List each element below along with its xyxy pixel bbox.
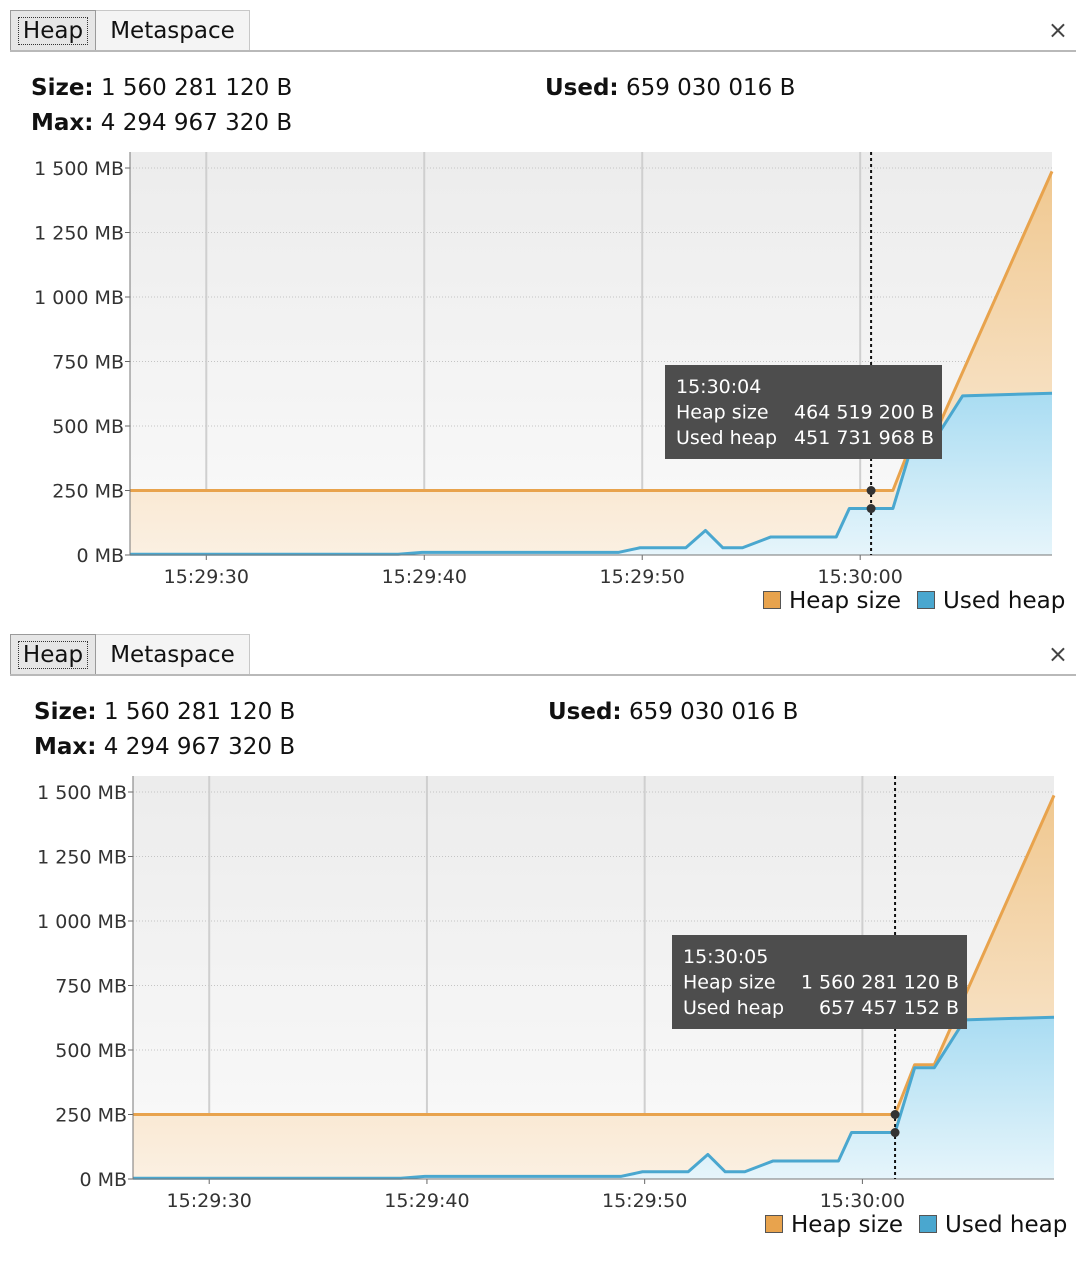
tooltip-heap-size-value: 464 519 200 B: [794, 402, 934, 424]
tab-heap[interactable]: Heap: [10, 10, 96, 50]
tooltip-time-label: 15:30:05: [683, 946, 768, 968]
tooltip-used-heap-value: 451 731 968 B: [794, 427, 934, 449]
legend-heap-size[interactable]: Heap size: [763, 588, 901, 614]
y-tick-label: 500 MB: [55, 1040, 127, 1062]
tab-metaspace[interactable]: Metaspace: [96, 634, 250, 674]
heap-chart: 0 MB 250 MB 500 MB 750 MB 1 000 MB 1 250 MB 1 …: [37, 776, 1056, 1210]
tooltip-used-heap-label: Used heap: [676, 427, 777, 449]
tab-heap[interactable]: Heap: [10, 634, 96, 674]
used-heap-marker: [890, 1128, 900, 1138]
legend-heap-size[interactable]: Heap size: [765, 1212, 903, 1238]
x-tick-label: 15:30:00: [818, 566, 903, 586]
tooltip-used-heap-label: Used heap: [683, 997, 784, 1019]
close-icon[interactable]: ×: [1047, 640, 1068, 668]
tooltip-time-label: 15:30:04: [676, 376, 761, 398]
y-tick-label: 1 250 MB: [37, 847, 127, 869]
y-tick-label: 250 MB: [52, 481, 124, 503]
heap-size-marker: [890, 1110, 900, 1119]
used-heap-area: [130, 393, 1052, 555]
y-tick-label: 1 250 MB: [34, 223, 124, 245]
tooltip-heap-size-label: Heap size: [676, 402, 769, 424]
legend-used-heap[interactable]: Used heap: [919, 1212, 1067, 1238]
legend-used-heap[interactable]: Used heap: [917, 588, 1065, 614]
x-tick-label: 15:29:40: [382, 566, 467, 586]
tab-metaspace[interactable]: Metaspace: [96, 10, 250, 50]
y-tick-label: 750 MB: [55, 976, 127, 998]
tooltip-used-heap-value: 657 457 152 B: [819, 997, 959, 1019]
heap-size-swatch: [765, 1215, 783, 1233]
tooltip-heap-size-value: 1 560 281 120 B: [801, 972, 959, 994]
tooltip-background: [672, 935, 967, 1029]
y-tick-label: 500 MB: [52, 416, 124, 438]
x-tick-label: 15:29:50: [602, 1190, 687, 1210]
y-tick-label: 750 MB: [52, 352, 124, 374]
x-tick-label: 15:29:30: [164, 566, 249, 586]
x-tick-label: 15:29:50: [600, 566, 685, 586]
y-tick-label: 250 MB: [55, 1105, 127, 1127]
used-heap-marker: [866, 504, 876, 514]
chart-tooltip: 15:30:04 Heap size 464 519 200 B Used heap 4…: [665, 365, 942, 459]
chart-tooltip: 15:30:05 Heap size 1 560 281 120 B Used hea…: [672, 935, 967, 1029]
close-icon[interactable]: ×: [1047, 16, 1068, 44]
tab-bar: Heap Metaspace ×: [10, 634, 1076, 676]
used-info: Used: 659 030 016 B: [545, 75, 796, 101]
used-heap-line: [133, 1015, 1055, 1180]
used-heap-swatch: [919, 1215, 937, 1233]
size-info: Size: 1 560 281 120 B: [34, 699, 296, 725]
tooltip-heap-size-label: Heap size: [683, 972, 776, 994]
max-info: Max: 4 294 967 320 B: [34, 734, 296, 760]
x-tick-label: 15:30:00: [820, 1190, 905, 1210]
used-heap-swatch: [917, 591, 935, 609]
heap-chart: 0 MB 250 MB 500 MB 750 MB 1 000 MB 1 250 MB 1 …: [34, 152, 1054, 586]
used-info: Used: 659 030 016 B: [548, 699, 799, 725]
y-tick-label: 1 000 MB: [34, 287, 124, 309]
tab-bar: Heap Metaspace ×: [10, 10, 1076, 52]
heap-panel-1: Heap Metaspace × Size: 1 560 281 120 B U…: [0, 0, 1080, 624]
heap-panel-2: Heap Metaspace × Size: 1 560 281 120 B U…: [0, 624, 1080, 1248]
heap-size-marker: [866, 486, 876, 495]
heap-size-swatch: [763, 591, 781, 609]
max-info: Max: 4 294 967 320 B: [31, 110, 293, 136]
x-tick-label: 15:29:40: [384, 1190, 469, 1210]
x-tick-label: 15:29:30: [167, 1190, 252, 1210]
y-tick-label: 1 500 MB: [34, 158, 124, 180]
heap-size-line: [133, 794, 1056, 1116]
y-tick-label: 0 MB: [79, 1169, 127, 1191]
size-info: Size: 1 560 281 120 B: [31, 75, 293, 101]
y-tick-label: 1 500 MB: [37, 782, 127, 804]
tooltip-background: [665, 365, 942, 459]
used-heap-area: [133, 1017, 1054, 1179]
y-tick-label: 1 000 MB: [37, 911, 127, 933]
y-tick-label: 0 MB: [76, 545, 124, 567]
